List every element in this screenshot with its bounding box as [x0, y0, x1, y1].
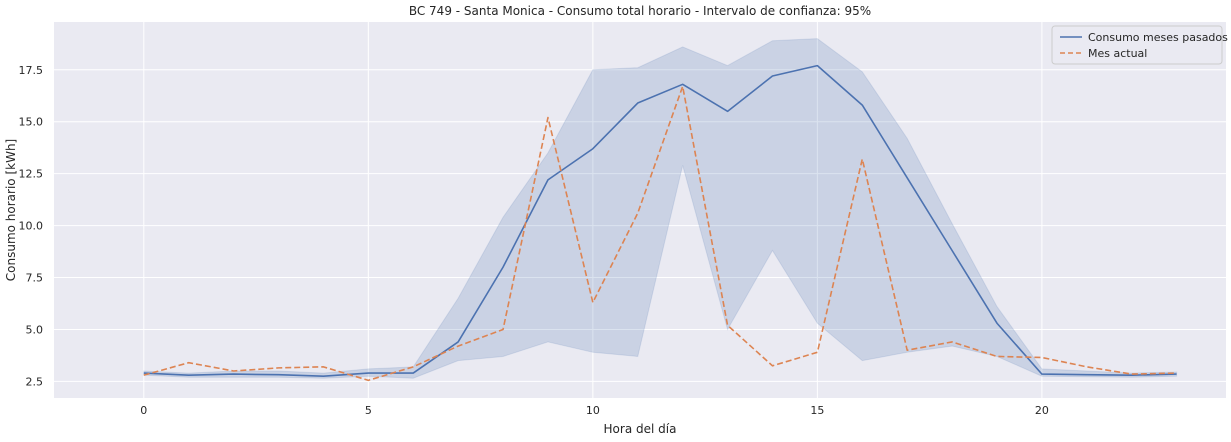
y-tick-label: 17.5 [19, 64, 44, 77]
plot-background [54, 22, 1226, 398]
x-tick-label: 5 [365, 404, 372, 417]
x-tick-label: 0 [140, 404, 147, 417]
x-tick-label: 10 [586, 404, 600, 417]
legend-label-mes-actual: Mes actual [1088, 47, 1147, 60]
confidence-band-layer [143, 38, 1178, 379]
series-line-mes-actual [143, 85, 1177, 382]
y-tick-label: 7.5 [26, 272, 44, 285]
legend-label-consumo-meses-pasados: Consumo meses pasados [1088, 31, 1228, 44]
y-tick-label: 5.0 [26, 323, 44, 336]
series-line-layer [143, 64, 1177, 382]
grid [54, 22, 1226, 398]
chart-title: BC 749 - Santa Monica - Consumo total ho… [409, 4, 871, 18]
legend-box [1051, 25, 1223, 65]
y-axis-label: Consumo horario [kWh] [4, 139, 18, 281]
x-axis-label: Hora del día [604, 422, 677, 436]
y-tick-label: 15.0 [19, 116, 44, 129]
x-tick-label: 20 [1035, 404, 1049, 417]
y-tick-label: 2.5 [26, 375, 44, 388]
tick-label-layer: 0 5 10 15 20 2.5 5.0 7.5 10.0 12.5 15.0 17.5 [19, 64, 1049, 417]
legend: Consumo meses pasados Mes actual [1051, 25, 1228, 65]
series-line-consumo-meses-pasados [143, 64, 1177, 377]
x-tick-label: 15 [810, 404, 824, 417]
confidence-band-consumo-meses-pasados [143, 38, 1178, 379]
y-tick-label: 12.5 [19, 168, 44, 181]
y-tick-label: 10.0 [19, 220, 44, 233]
